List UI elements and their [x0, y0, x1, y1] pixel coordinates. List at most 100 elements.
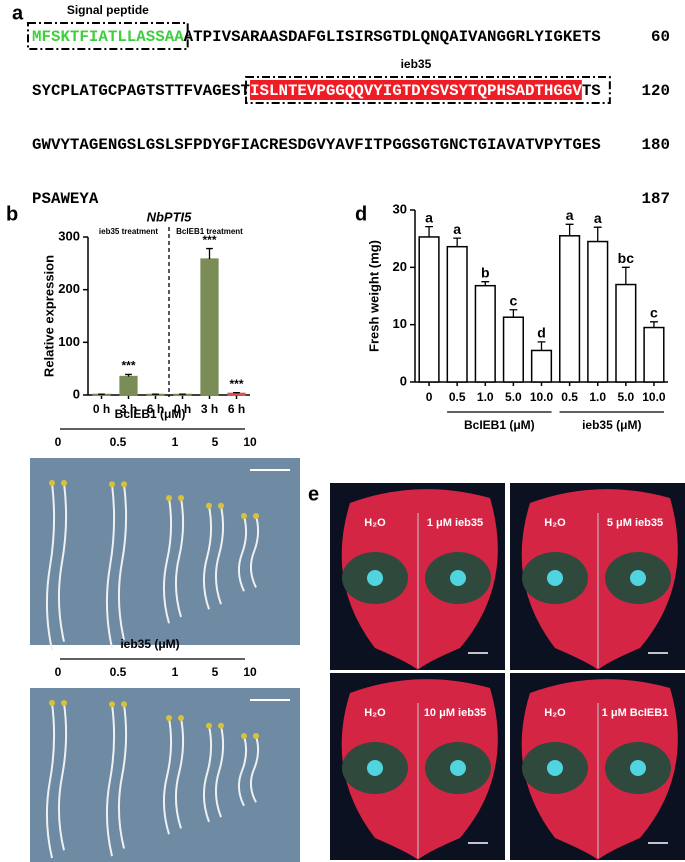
concentration-label: 10 [243, 665, 257, 679]
cotyledon [166, 495, 172, 501]
concentration-label: 0.5 [110, 665, 127, 679]
seedling [57, 482, 68, 642]
domain-label: Signal peptide [67, 3, 149, 17]
bar [643, 326, 665, 383]
x-tick-label: 6 h [147, 402, 164, 416]
error-bar [650, 321, 658, 328]
sequence-segment: MFSKTFIATLLASSAA [32, 28, 184, 46]
panel-label: a [12, 2, 24, 24]
seedling [45, 482, 56, 651]
bar [418, 236, 440, 383]
x-tick-label: 6 h [228, 402, 245, 416]
x-tick-label: 0.5 [449, 390, 466, 404]
seedling [105, 484, 116, 649]
x-tick-label: 3 h [201, 402, 218, 416]
group-label: ieb35 (μM) [582, 418, 641, 432]
x-tick-label: 3 h [120, 402, 137, 416]
chart-title: NbPTI5 [147, 209, 193, 224]
y-tick-label: 30 [393, 201, 407, 216]
significance-label: a [594, 210, 602, 226]
concentration-label: 5 [212, 435, 219, 449]
sequence-segment: ATPIVSARAASDAFGLISIRSGTDLQNQAIVANGGRLYIG… [184, 28, 601, 46]
cotyledon [49, 480, 55, 486]
x-tick-label: 5.0 [505, 390, 522, 404]
significance-label: *** [202, 233, 216, 247]
cotyledon [218, 502, 224, 509]
x-tick-label: 10.0 [642, 390, 666, 404]
x-tick-label: 5.0 [617, 390, 634, 404]
infiltration-spot [367, 570, 383, 586]
bar [119, 375, 138, 396]
error-bar [537, 341, 546, 351]
treatment-label: 1 μM BcIEB1 [602, 707, 669, 719]
residue-count: 180 [642, 136, 670, 154]
seedling [215, 505, 225, 605]
group-label: BcIEB1 (μM) [464, 418, 535, 432]
y-tick-label: 300 [58, 228, 80, 243]
cotyledon [218, 722, 224, 729]
treatment-label: H₂O [364, 517, 386, 529]
error-bar [621, 266, 630, 285]
seedling [203, 505, 213, 610]
seedling [238, 515, 248, 592]
y-tick-label: 20 [393, 259, 407, 274]
cotyledon [241, 513, 247, 519]
cotyledon [178, 495, 184, 501]
sequence-segment: GWVYTAGENGSLGSLSFPDYGFIACRESDGVYAVFITPGG… [32, 136, 601, 154]
bar [615, 283, 637, 383]
error-bar [481, 281, 490, 286]
leaf [341, 679, 498, 860]
domain-box [27, 22, 189, 50]
x-tick-label: 1.0 [477, 390, 494, 404]
cotyledon [253, 513, 259, 519]
sequence-segment: ISLNTEVPGGQQVYIGTDYSVSYTQPHSADTHGGV [250, 82, 582, 100]
bar [502, 316, 524, 383]
significance-label: *** [121, 359, 135, 373]
group-label: ieb35 treatment [99, 227, 158, 236]
domain-label: ieb35 [401, 57, 432, 71]
concentration-label: 0 [55, 665, 62, 679]
cotyledon [178, 715, 184, 721]
treatment-label: 10 μM ieb35 [424, 707, 486, 719]
seedling [117, 704, 128, 849]
seedling [45, 702, 56, 859]
bar [227, 392, 246, 396]
treatment-label: ieb35 (μM) [120, 637, 179, 651]
seedling [175, 497, 185, 618]
residue-count: 187 [642, 190, 670, 208]
concentration-label: 10 [243, 435, 257, 449]
y-tick-label: 200 [58, 281, 80, 296]
y-axis-label: Relative expression [41, 255, 56, 377]
photo-background [30, 458, 300, 645]
x-tick-label: 0.5 [561, 390, 578, 404]
significance-label: a [453, 221, 461, 237]
y-axis-label: Fresh weight (mg) [366, 240, 381, 352]
treatment-label: H₂O [544, 707, 566, 719]
significance-label: b [481, 264, 490, 280]
seedling [163, 717, 173, 835]
x-tick-label: 0 h [174, 402, 191, 416]
residue-count: 120 [642, 82, 670, 100]
seedling [105, 704, 116, 857]
bar [530, 349, 553, 383]
significance-label: a [425, 209, 433, 225]
significance-label: *** [229, 377, 243, 391]
cotyledon [206, 502, 212, 509]
treatment-label: BcIEB1 (μM) [115, 407, 186, 421]
cotyledon [49, 700, 55, 706]
infiltration-spot [450, 570, 466, 586]
tile-gap [330, 670, 685, 673]
error-bar [565, 223, 574, 236]
infiltration-spot [367, 760, 383, 776]
panel-label: d [355, 203, 367, 225]
y-tick-label: 0 [400, 373, 407, 388]
x-tick-label: 0 h [93, 402, 110, 416]
error-bar [425, 225, 433, 237]
y-tick-label: 10 [393, 316, 407, 331]
cotyledon [206, 722, 212, 729]
cotyledon [121, 701, 127, 708]
cotyledon [166, 715, 172, 721]
seedling [203, 725, 213, 823]
sequence-segment: SYCPLATGCPAGTSTTFVAGEST [32, 82, 251, 100]
